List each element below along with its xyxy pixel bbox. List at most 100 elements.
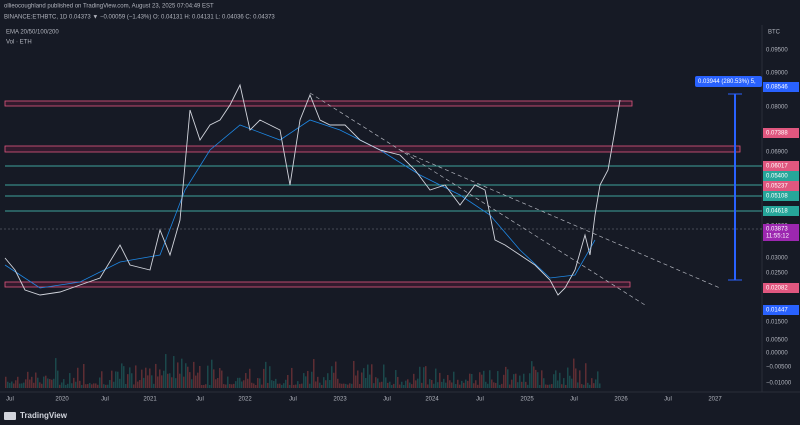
time-label: 2025: [520, 397, 534, 403]
time-label: Jul: [570, 397, 578, 403]
volume-bar: [237, 377, 239, 388]
volume-bar: [171, 377, 173, 388]
volume-bar: [311, 371, 313, 388]
volume-bar: [297, 381, 299, 388]
volume-bar: [307, 370, 309, 388]
volume-bar: [471, 373, 473, 388]
volume-bar: [25, 379, 27, 388]
measure-label: 0.03944 (280.53%) 5,: [698, 79, 756, 85]
volume-bar: [269, 366, 271, 388]
volume-bar: [319, 382, 321, 388]
volume-bar: [407, 379, 409, 388]
price-box: [763, 283, 799, 293]
volume-bar: [73, 377, 75, 388]
price-label: 0.08000: [766, 105, 788, 111]
volume-bar: [511, 379, 513, 388]
price-label: 0.00000: [766, 351, 788, 357]
volume-bar: [343, 383, 345, 388]
time-label: 2021: [143, 397, 157, 403]
volume-bar: [11, 381, 13, 388]
volume-bar: [421, 382, 423, 388]
volume-bar: [503, 374, 505, 388]
volume-bar: [153, 383, 155, 388]
volume-bar: [233, 383, 235, 388]
volume-bar: [461, 380, 463, 388]
volume-bar: [447, 375, 449, 388]
indicator: EMA 20/50/100/200: [6, 30, 59, 36]
price: [4, 83, 621, 296]
time-label: 2020: [55, 397, 69, 403]
volume-bar: [367, 364, 369, 388]
volume-bar: [479, 372, 481, 388]
volume-bar: [557, 380, 559, 388]
volume-bar: [205, 384, 207, 388]
volume-bar: [313, 359, 315, 388]
volume-bar: [585, 363, 587, 388]
volume-bar: [301, 383, 303, 388]
volume-bar: [75, 381, 77, 388]
volume-bar: [271, 380, 273, 388]
volume-bar: [71, 383, 73, 388]
volume-bar: [547, 384, 549, 388]
volume-bar: [595, 379, 597, 388]
trendline: [399, 149, 721, 289]
measure-label-box: [695, 76, 762, 87]
currency: BTC: [768, 30, 781, 36]
volume-bar: [499, 384, 501, 388]
price-box-label: 0.08546: [766, 85, 788, 91]
volume-bar: [465, 379, 467, 388]
volume-bar: [415, 380, 417, 388]
price-box-label: 0.05108: [766, 194, 788, 200]
volume-bar: [559, 372, 561, 388]
volume-bar: [181, 358, 183, 388]
volume-bar: [85, 384, 87, 388]
volume-bar: [473, 383, 475, 388]
volume-bar: [463, 382, 465, 388]
volume-bar: [69, 373, 71, 388]
volume-bar: [267, 382, 269, 388]
volume-bar: [167, 373, 169, 388]
volume-bar: [57, 370, 59, 388]
volume-bar: [51, 379, 53, 388]
volume-bar: [127, 374, 129, 388]
volume-bar: [441, 381, 443, 388]
volume-bar: [381, 381, 383, 388]
price-box: [763, 171, 799, 181]
volume-bar: [177, 362, 179, 388]
price-label: 0.01500: [766, 320, 788, 326]
ema: [4, 119, 596, 289]
volume-bar: [27, 371, 29, 388]
symbol-info: BINANCE:ETHBTC, 1D 0.04373 ▼ −0.00059 (−…: [4, 15, 275, 21]
price-box: [763, 206, 799, 216]
volume-bar: [207, 365, 209, 388]
volume-bar: [175, 378, 177, 388]
volume-bar: [583, 384, 585, 388]
volume-bar: [97, 384, 99, 388]
volume-bar: [299, 384, 301, 388]
volume-bar: [191, 379, 193, 388]
volume-bar: [411, 384, 413, 388]
volume-bar: [531, 361, 533, 388]
volume-bar: [383, 364, 385, 388]
volume-bar: [35, 372, 37, 388]
volume-bar: [119, 378, 121, 388]
price-box-label: 0.05400: [766, 174, 788, 180]
volume-bar: [101, 371, 103, 388]
volume-bar: [467, 380, 469, 388]
volume-bar: [63, 379, 65, 388]
time-label: 2022: [238, 397, 252, 403]
volume-bar: [77, 367, 79, 388]
volume-bar: [501, 383, 503, 388]
price-box-label: 0.01447: [766, 308, 788, 314]
volume-bar: [349, 383, 351, 388]
volume-bar: [545, 384, 547, 388]
price-box: [763, 82, 799, 92]
volume-bar: [359, 384, 361, 388]
volume-bar: [365, 377, 367, 388]
volume-bar: [215, 379, 217, 388]
volume-bar: [115, 371, 117, 388]
price-box-label: 0.02082: [766, 286, 788, 292]
volume-bar: [281, 384, 283, 388]
price-box: [763, 231, 799, 241]
volume-bar: [143, 377, 145, 388]
